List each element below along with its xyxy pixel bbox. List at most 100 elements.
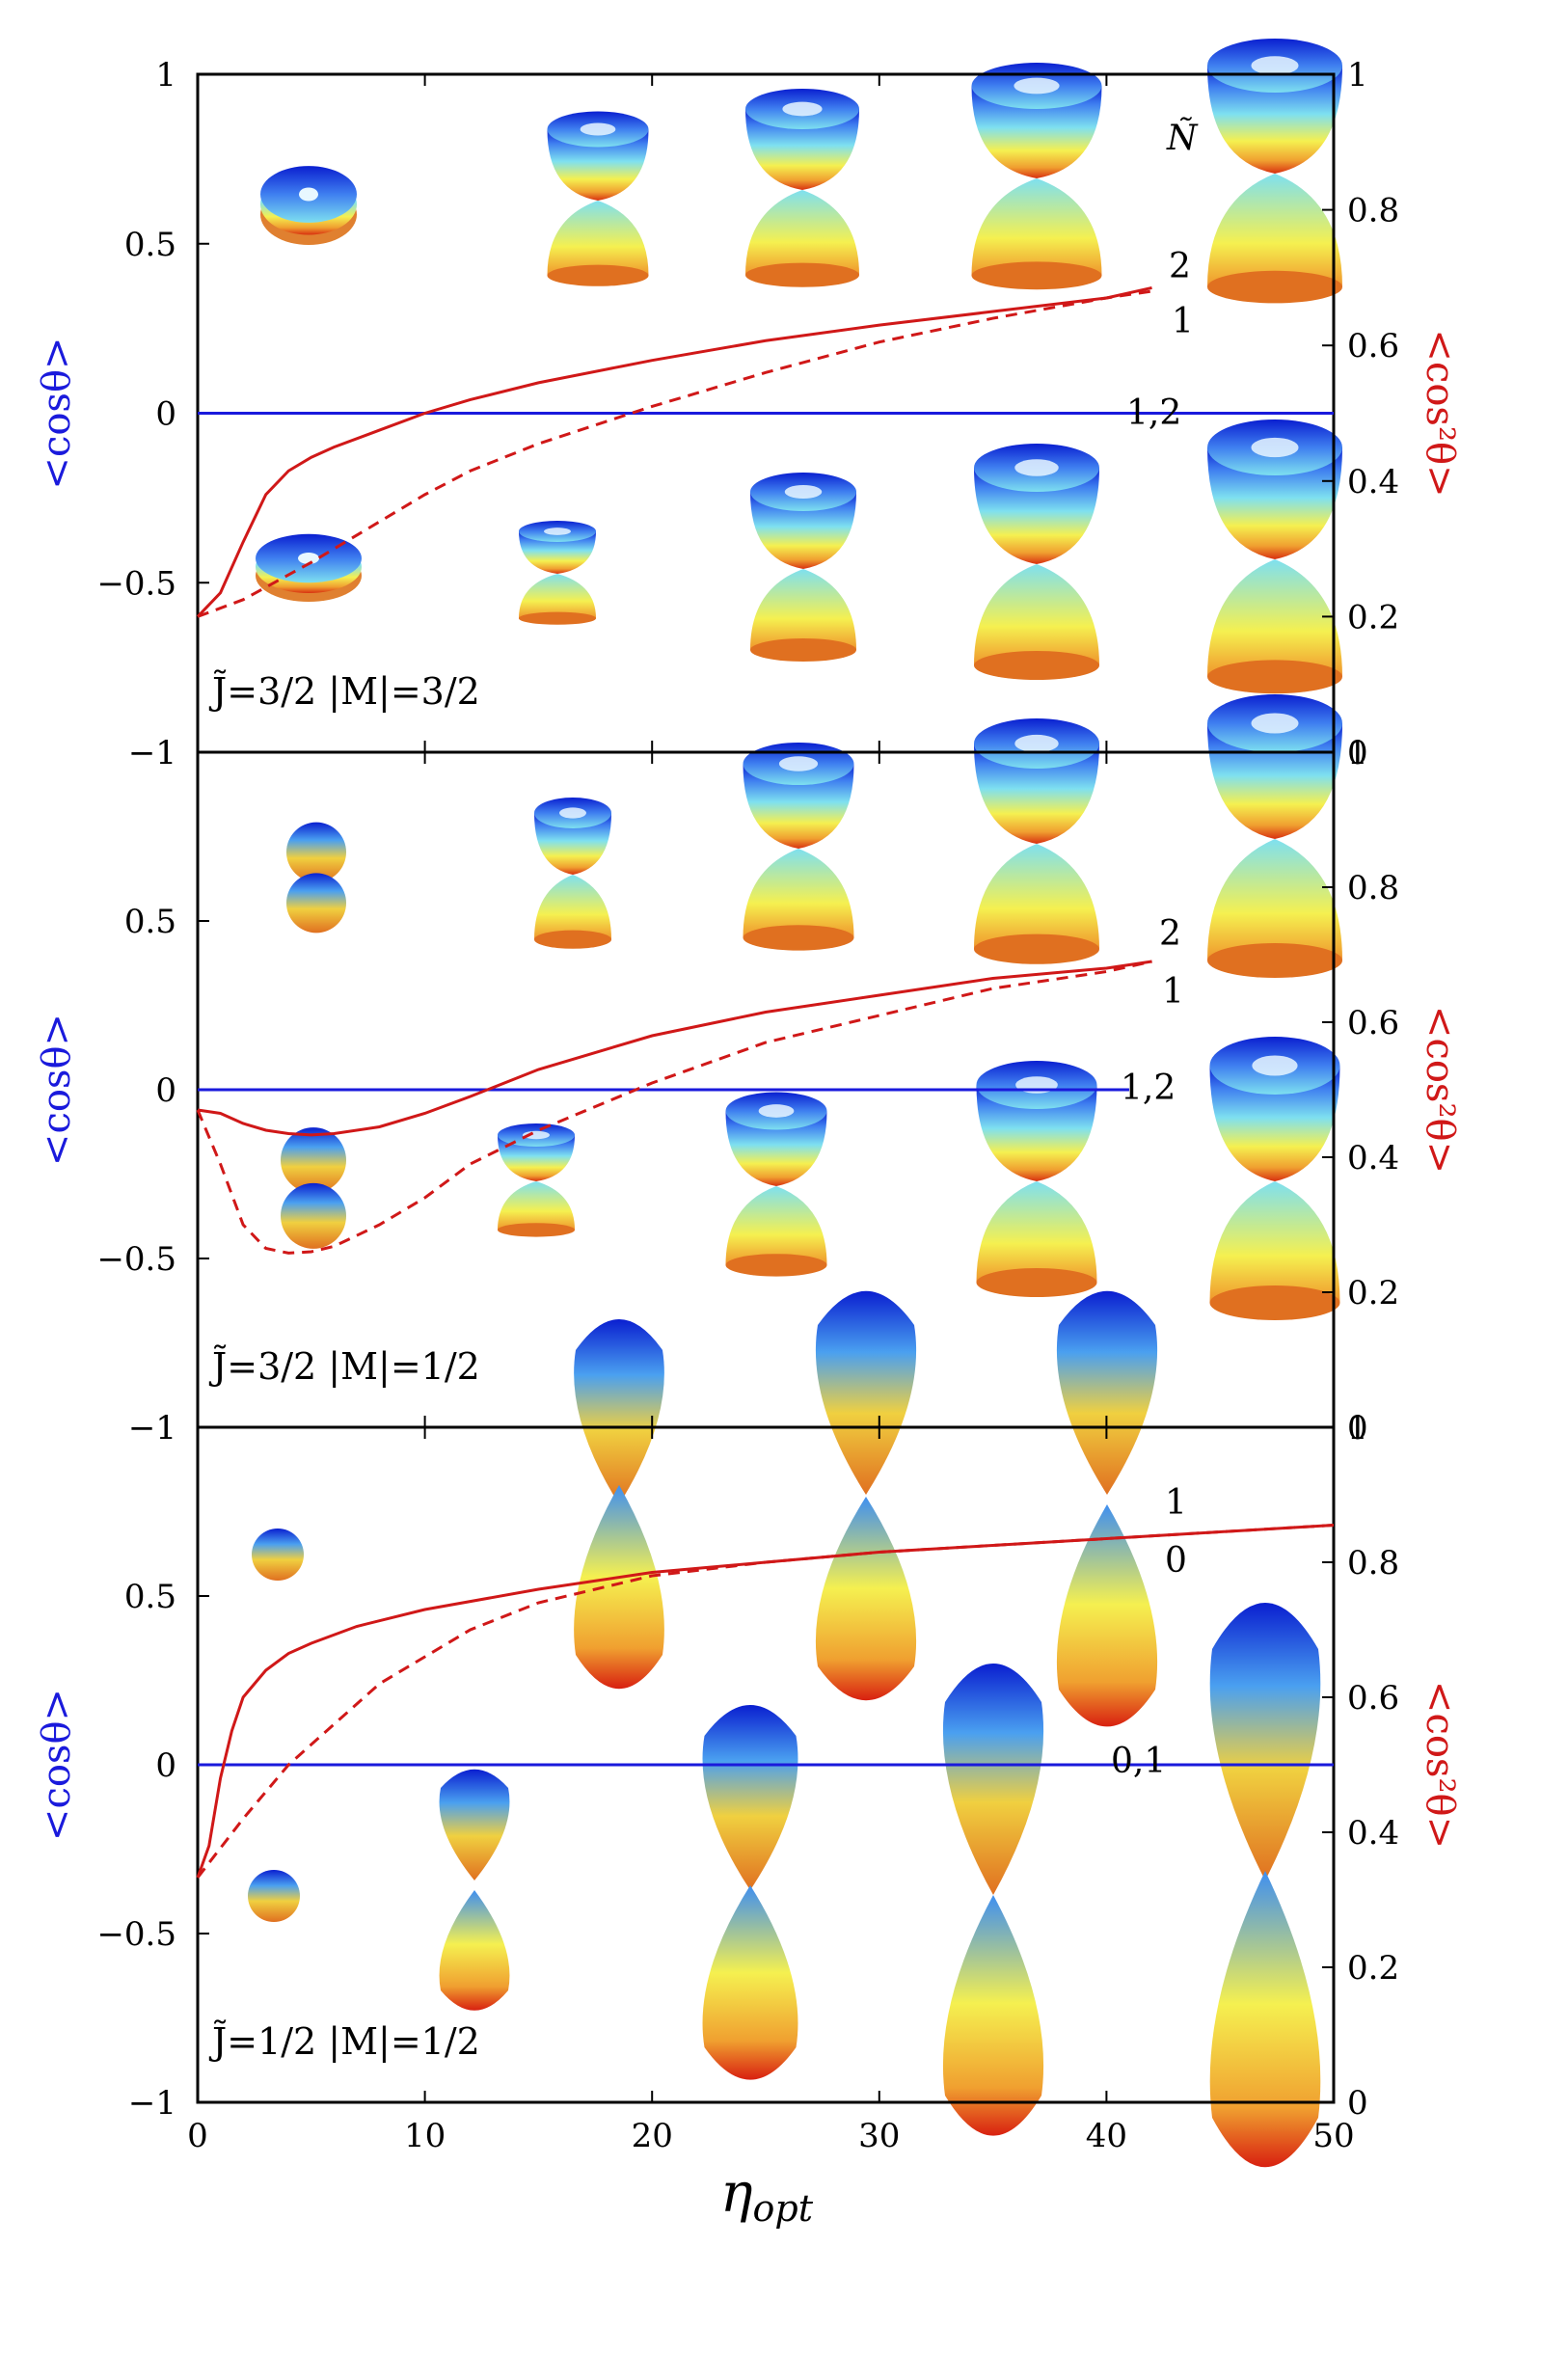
shape-hourglass bbox=[547, 111, 649, 286]
shape-double-sphere bbox=[286, 822, 346, 933]
shape-hourglass bbox=[534, 798, 611, 949]
x-tick-label: 30 bbox=[858, 2117, 900, 2155]
shape-torus-bottom bbox=[256, 533, 362, 602]
shape-sphere bbox=[252, 1529, 304, 1581]
shape-hourglass bbox=[1209, 1037, 1340, 1320]
y-right-tick-label: 1 bbox=[1347, 1409, 1368, 1448]
y-left-tick-label: −0.5 bbox=[96, 564, 176, 603]
cos2-series-line-2 bbox=[196, 285, 1152, 618]
probability-density-shapes bbox=[248, 39, 1342, 2168]
y-right-axis-label: <cos²θ> bbox=[1418, 329, 1462, 497]
y-right-axis-label: <cos²θ> bbox=[1418, 1006, 1462, 1174]
y-right-tick-label: 0.4 bbox=[1347, 1139, 1399, 1177]
cos-series-annotation: 0,1 bbox=[1111, 1742, 1166, 1781]
x-tick-label: 10 bbox=[404, 2117, 446, 2155]
y-right-tick-label: 0.4 bbox=[1347, 1814, 1399, 1853]
shape-teardrop bbox=[815, 1290, 917, 1495]
shape-hourglass bbox=[1207, 39, 1342, 304]
cos2-series-line-2 bbox=[197, 960, 1152, 1137]
cos2-series-annotation: 2 bbox=[1169, 247, 1191, 286]
y-left-tick-label: −0.5 bbox=[96, 1915, 176, 1954]
shape-teardrop bbox=[815, 1497, 917, 1701]
shape-hourglass bbox=[498, 1123, 575, 1237]
shape-torus-top bbox=[260, 166, 357, 245]
y-left-axis-label: <cosθ> bbox=[35, 1014, 79, 1166]
y-right-tick-label: 0.6 bbox=[1347, 327, 1399, 365]
cos-series-annotation: 1,2 bbox=[1126, 393, 1181, 433]
y-left-tick-label: 0.5 bbox=[124, 226, 176, 264]
y-right-tick-label: 1 bbox=[1347, 734, 1368, 772]
panel-top: 10.50−0.5−110.80.60.40.20<cosθ> <cos²θ>J̃… bbox=[35, 56, 1462, 772]
x-tick-label: 40 bbox=[1086, 2117, 1127, 2155]
y-left-tick-label: 0 bbox=[155, 1071, 176, 1110]
y-right-tick-label: 0.2 bbox=[1347, 1949, 1399, 1988]
y-left-tick-label: 1 bbox=[155, 1409, 176, 1448]
cos2-series-line-1 bbox=[196, 1524, 1335, 1879]
cos2-series-annotation: 1 bbox=[1162, 972, 1184, 1012]
y-left-tick-label: 0.5 bbox=[124, 1578, 176, 1616]
shape-hourglass bbox=[750, 473, 856, 662]
shape-teardrop bbox=[1209, 1603, 1321, 1880]
shape-hourglass bbox=[974, 718, 1099, 964]
y-right-tick-label: 0 bbox=[1347, 734, 1368, 772]
shape-teardrop bbox=[702, 1885, 798, 2080]
cos2-series-line-1 bbox=[197, 289, 1152, 618]
shape-teardrop bbox=[1056, 1504, 1158, 1727]
shape-teardrop bbox=[574, 1485, 664, 1690]
panel-label: J̃=1/2 |M|=1/2 bbox=[208, 2020, 480, 2063]
y-right-tick-label: 0 bbox=[1347, 2084, 1368, 2123]
y-right-tick-label: 0.6 bbox=[1347, 1679, 1399, 1718]
cos2-series-annotation: 0 bbox=[1165, 1541, 1187, 1581]
shape-teardrop bbox=[439, 1769, 510, 1880]
y-left-axis-label: <cosθ> bbox=[35, 1689, 79, 1841]
shape-teardrop bbox=[439, 1890, 510, 2011]
y-right-axis-label: <cos²θ> bbox=[1418, 1681, 1462, 1849]
shape-sphere bbox=[248, 1870, 300, 1922]
y-right-tick-label: 0 bbox=[1347, 1409, 1368, 1448]
shape-hourglass bbox=[745, 89, 859, 287]
y-left-tick-label: −1 bbox=[128, 734, 176, 772]
y-left-tick-label: 1 bbox=[155, 56, 176, 95]
y-right-tick-label: 1 bbox=[1347, 56, 1368, 95]
y-left-tick-label: 0.5 bbox=[124, 903, 176, 941]
x-tick-label: 0 bbox=[187, 2117, 208, 2155]
shape-hourglass bbox=[974, 444, 1099, 680]
panel-label: J̃=3/2 |M|=3/2 bbox=[208, 670, 480, 713]
y-left-tick-label: 1 bbox=[155, 734, 176, 772]
y-left-tick-label: 0 bbox=[155, 395, 176, 434]
y-right-tick-label: 0.2 bbox=[1347, 598, 1399, 636]
cos-series-annotation: 1,2 bbox=[1121, 1069, 1176, 1108]
y-right-tick-label: 0.8 bbox=[1347, 1544, 1399, 1583]
y-right-tick-label: 0.4 bbox=[1347, 463, 1399, 501]
shape-hourglass bbox=[971, 63, 1102, 290]
y-left-tick-label: 0 bbox=[155, 1746, 176, 1785]
shape-hourglass bbox=[976, 1061, 1097, 1297]
shape-hourglass bbox=[1207, 694, 1342, 978]
x-axis-label: ηopt bbox=[720, 2162, 814, 2230]
panel-label: J̃=3/2 |M|=1/2 bbox=[208, 1345, 480, 1388]
cos2-series-line-0 bbox=[196, 1524, 1335, 1879]
y-left-axis-label: <cosθ> bbox=[35, 337, 79, 489]
n-tilde-label: Ñ bbox=[1166, 118, 1199, 158]
shape-hourglass bbox=[725, 1092, 827, 1277]
y-left-tick-label: −1 bbox=[128, 1409, 176, 1448]
panel-bottom: 10.50−0.5−110.80.60.40.200 10 20 30 40 50<cos… bbox=[35, 1409, 1462, 2155]
shape-teardrop bbox=[574, 1319, 664, 1504]
cos2-series-annotation: 2 bbox=[1159, 914, 1181, 954]
shape-teardrop bbox=[942, 1664, 1044, 1895]
cos2-series-annotation: 1 bbox=[1172, 302, 1194, 341]
shape-teardrop bbox=[1209, 1871, 1321, 2168]
panel-middle: 10.50−0.5−110.80.60.40.20<cosθ> <cos²θ>J̃… bbox=[35, 734, 1462, 1448]
y-right-tick-label: 0.2 bbox=[1347, 1274, 1399, 1312]
y-left-tick-label: −1 bbox=[128, 2084, 176, 2123]
x-tick-label: 50 bbox=[1312, 2117, 1354, 2155]
x-tick-label: 20 bbox=[632, 2117, 673, 2155]
y-left-tick-label: −0.5 bbox=[96, 1240, 176, 1279]
panels: 10.50−0.5−110.80.60.40.20<cosθ> <cos²θ>J̃… bbox=[35, 56, 1462, 2155]
shape-hourglass bbox=[519, 521, 596, 625]
shape-hourglass bbox=[743, 743, 854, 951]
shape-teardrop bbox=[1056, 1290, 1158, 1495]
shape-double-sphere bbox=[281, 1127, 346, 1249]
y-right-tick-label: 0.8 bbox=[1347, 192, 1399, 230]
